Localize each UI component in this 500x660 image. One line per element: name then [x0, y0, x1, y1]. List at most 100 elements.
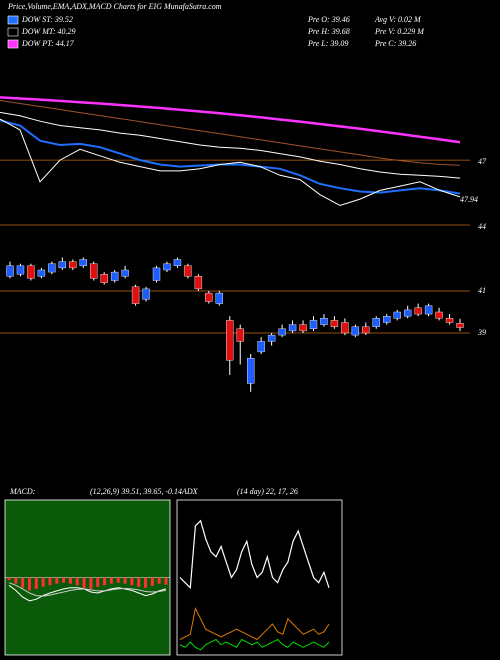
candle-body: [6, 265, 14, 277]
candle-body: [90, 263, 98, 279]
chart-title: Price,Volume,EMA,ADX,MACD Charts for EIG…: [7, 2, 222, 11]
adx-subtitle: (14 day) 22, 17, 26: [237, 487, 298, 496]
ema-line: [0, 100, 461, 166]
candle-body: [424, 305, 433, 315]
macd-histogram-bar: [41, 577, 45, 587]
candle-body: [100, 274, 108, 283]
candle-body: [236, 328, 244, 342]
macd-histogram-bar: [7, 577, 11, 581]
candle-body: [48, 263, 56, 273]
stat-label: Pre C: 39.26: [374, 39, 416, 48]
macd-histogram-bar: [144, 577, 148, 588]
y-tick-label: 44: [478, 222, 486, 231]
candle-body: [456, 323, 464, 328]
candle-body: [27, 265, 35, 279]
candle-body: [267, 334, 276, 342]
stat-label: Pre L: 39.09: [307, 39, 348, 48]
macd-histogram-bar: [55, 577, 59, 584]
stat-label: Pre O: 39.46: [307, 15, 350, 24]
adx-title: ADX: [181, 487, 199, 496]
legend-label: DOW MT: 40.29: [21, 27, 76, 36]
y-tick-label: 41: [478, 286, 486, 295]
candle-body: [205, 292, 213, 302]
macd-histogram-bar: [14, 577, 18, 584]
candle-body: [194, 276, 203, 290]
adx-line: [179, 519, 330, 590]
legend-swatch: [7, 27, 19, 37]
candle-body: [121, 269, 129, 277]
candle-body: [163, 263, 171, 271]
macd-histogram-bar: [68, 577, 72, 584]
candle-body: [79, 259, 87, 266]
candle-body: [16, 265, 25, 275]
candle-body: [372, 318, 380, 327]
stat-label: Avg V: 0.02 M: [374, 15, 422, 24]
candle-body: [341, 322, 349, 334]
macd-histogram-bar: [21, 577, 25, 588]
candle-body: [403, 309, 412, 317]
candle-body: [278, 328, 286, 336]
legend-swatch: [7, 39, 19, 49]
candle-body: [246, 358, 255, 384]
candle-body: [393, 311, 401, 319]
candle-body: [414, 307, 422, 315]
macd-title: MACD:: [9, 487, 36, 496]
macd-histogram-bar: [109, 577, 113, 584]
ema-line: [0, 111, 461, 179]
candle-body: [383, 316, 391, 323]
macd-histogram-bar: [82, 577, 86, 588]
ema-line: [0, 119, 461, 195]
macd-histogram-bar: [137, 577, 141, 587]
y-tick-label: 39: [477, 328, 486, 337]
candle-body: [142, 288, 150, 300]
macd-histogram-bar: [27, 577, 31, 591]
macd-histogram-bar: [34, 577, 38, 589]
candle-body: [152, 267, 161, 281]
candle-body: [69, 261, 77, 269]
macd-histogram-bar: [157, 577, 161, 584]
candle-body: [288, 324, 297, 332]
ema-line: [0, 118, 461, 207]
candle-body: [351, 326, 360, 336]
candle-body: [320, 318, 328, 325]
candle-body: [184, 265, 192, 277]
candle-body: [435, 311, 443, 319]
last-price-label: 47.94: [460, 195, 478, 204]
stat-label: Pre H: 39.68: [307, 27, 350, 36]
candle-body: [131, 286, 140, 304]
legend-label: DOW PT: 44.17: [21, 39, 75, 48]
macd-histogram-bar: [130, 577, 134, 586]
legend-swatch: [7, 15, 19, 25]
macd-histogram-bar: [164, 577, 168, 585]
macd-line: [8, 582, 167, 597]
candle-body: [330, 320, 339, 327]
macd-histogram-bar: [62, 577, 66, 583]
stat-label: Pre V: 0.229 M: [374, 27, 425, 36]
macd-subtitle: (12,26,9) 39.51, 39.65, -0.14: [90, 487, 182, 496]
candle-body: [362, 326, 370, 334]
adx-panel: [176, 499, 343, 656]
y-tick-label: 47: [478, 157, 487, 166]
candle-body: [173, 259, 182, 266]
macd-histogram-bar: [48, 577, 52, 586]
adx-line: [179, 638, 330, 651]
macd-histogram-bar: [75, 577, 79, 586]
macd-histogram-bar: [123, 577, 127, 584]
macd-histogram-bar: [89, 577, 93, 589]
candle-body: [299, 324, 307, 332]
adx-line: [179, 606, 330, 641]
ema-line: [0, 96, 461, 144]
candle-body: [37, 269, 46, 277]
macd-histogram-bar: [150, 577, 154, 586]
candle-body: [58, 261, 67, 269]
candle-body: [309, 320, 318, 329]
macd-line: [8, 584, 167, 602]
candle-body: [215, 292, 224, 304]
candle-body: [110, 271, 119, 281]
candle-body: [226, 320, 234, 361]
macd-histogram-bar: [96, 577, 100, 587]
legend-label: DOW ST: 39.52: [21, 15, 73, 24]
candle-body: [257, 341, 265, 353]
macd-histogram-bar: [103, 577, 107, 586]
